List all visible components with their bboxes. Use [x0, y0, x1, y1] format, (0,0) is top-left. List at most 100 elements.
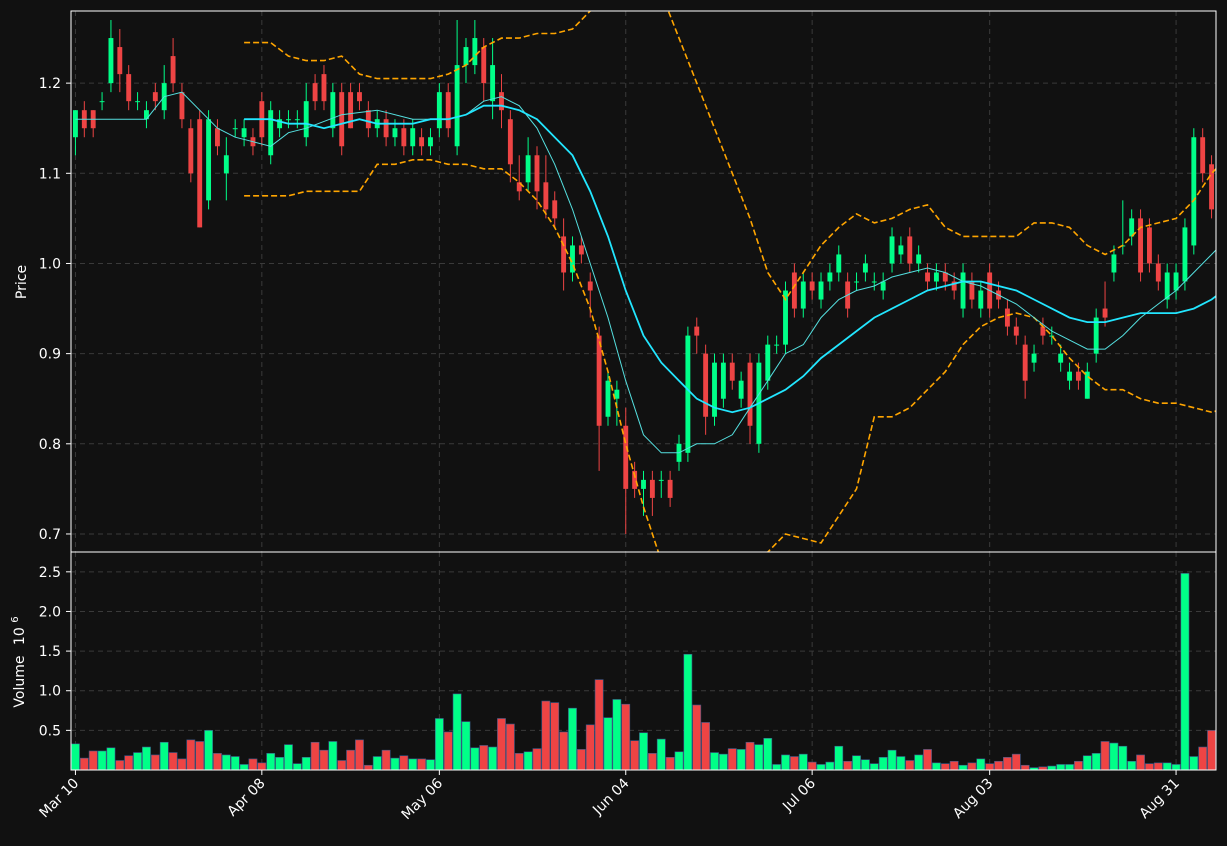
volume-panel-frame: [70, 551, 1217, 771]
candle-body: [365, 110, 371, 129]
volume-bar: [213, 753, 222, 770]
volume-bar: [790, 756, 799, 770]
candle-body: [774, 344, 780, 346]
volume-bar: [772, 764, 782, 770]
volume-bar: [426, 759, 435, 770]
candle-body: [827, 272, 833, 282]
volume-bar: [284, 744, 293, 770]
volume-bar: [275, 757, 284, 770]
candle-body: [1013, 326, 1019, 336]
candle-body: [1084, 371, 1090, 399]
volume-bar: [1003, 757, 1012, 770]
candle-body: [215, 128, 220, 147]
price-panel: [72, 11, 1216, 552]
volume-bar: [1189, 756, 1199, 770]
candle-body: [419, 137, 425, 147]
candle-body: [1049, 335, 1055, 337]
candle-body: [392, 128, 398, 138]
candle-body: [614, 389, 620, 399]
candle-body: [339, 92, 345, 147]
volume-bar: [328, 741, 338, 770]
volume-bar: [1100, 741, 1110, 770]
volume-bar: [355, 739, 364, 770]
volume-tick-label: 1.0: [39, 684, 61, 700]
volume-bar: [692, 704, 702, 770]
candle-body: [1191, 137, 1197, 246]
candles-group: [72, 11, 1216, 552]
volume-bar: [976, 758, 986, 770]
volume-bar: [541, 700, 551, 770]
volume-bar: [497, 718, 506, 770]
candle-body: [1200, 137, 1206, 174]
volume-bar: [79, 757, 89, 770]
candle-body: [126, 74, 132, 102]
volume-tick-label: 2.5: [39, 565, 61, 581]
volume-axis-label-power: 6: [10, 616, 21, 622]
volume-bar: [736, 749, 746, 770]
volume-bar: [1145, 763, 1154, 770]
volume-bar: [585, 724, 595, 770]
candle-body: [428, 137, 433, 147]
volume-bar: [363, 764, 373, 770]
x-tick-label: Mar 10: [37, 776, 83, 822]
slow-moving-average-line: [244, 104, 1216, 414]
volume-bar: [994, 760, 1003, 770]
candle-body: [241, 128, 247, 138]
candle-body: [454, 65, 460, 147]
volume-bar: [798, 753, 808, 770]
candle-body: [969, 281, 975, 300]
candle-body: [1067, 371, 1072, 381]
volume-bar: [559, 731, 568, 770]
volume-bar: [408, 758, 418, 770]
candle-body: [303, 101, 309, 138]
candle-body: [1102, 308, 1108, 318]
volume-bar: [505, 723, 515, 770]
volume-bar: [914, 754, 924, 770]
volume-bar: [1198, 746, 1208, 770]
candle-body: [232, 128, 238, 130]
volume-bar: [168, 752, 178, 770]
candle-body: [871, 281, 877, 283]
volume-bar: [195, 741, 205, 770]
volume-bar: [1074, 760, 1083, 770]
candle-body: [933, 272, 939, 282]
volume-bar: [887, 749, 897, 770]
candle-body: [951, 281, 957, 291]
volume-bar: [550, 702, 560, 770]
candle-body: [898, 245, 904, 255]
grid-lines: [71, 11, 1216, 770]
volume-bar: [221, 754, 231, 770]
volume-bar: [639, 732, 648, 770]
volume-bar: [248, 758, 258, 770]
candle-body: [942, 272, 948, 282]
volume-bar: [204, 730, 213, 770]
volume-bar: [1207, 730, 1216, 770]
volume-bar: [470, 747, 480, 770]
candle-body: [1004, 308, 1010, 327]
candle-body: [925, 272, 930, 282]
candle-body: [383, 119, 389, 138]
price-tick-label: 0.7: [39, 527, 61, 543]
candle-body: [206, 119, 212, 201]
volume-bar: [1011, 753, 1021, 770]
candle-body: [658, 479, 664, 481]
volume-bar: [71, 743, 80, 770]
volume-bar: [239, 764, 249, 770]
volume-bar: [807, 761, 817, 770]
candle-body: [649, 479, 655, 498]
volume-panel: [71, 573, 1216, 770]
candle-body: [223, 155, 229, 174]
candle-body: [321, 74, 327, 102]
volume-bar: [142, 746, 151, 770]
candle-body: [312, 83, 318, 102]
volume-bar: [1180, 573, 1190, 770]
candle-body: [436, 92, 442, 129]
volume-bar: [1020, 764, 1030, 770]
candle-body: [570, 245, 575, 273]
candle-body: [1031, 353, 1037, 363]
volume-bar: [852, 755, 861, 770]
x-tick-label: Apr 08: [224, 776, 268, 820]
volume-bar: [186, 739, 196, 770]
volume-bar: [479, 745, 489, 770]
volume-bar: [97, 750, 107, 770]
